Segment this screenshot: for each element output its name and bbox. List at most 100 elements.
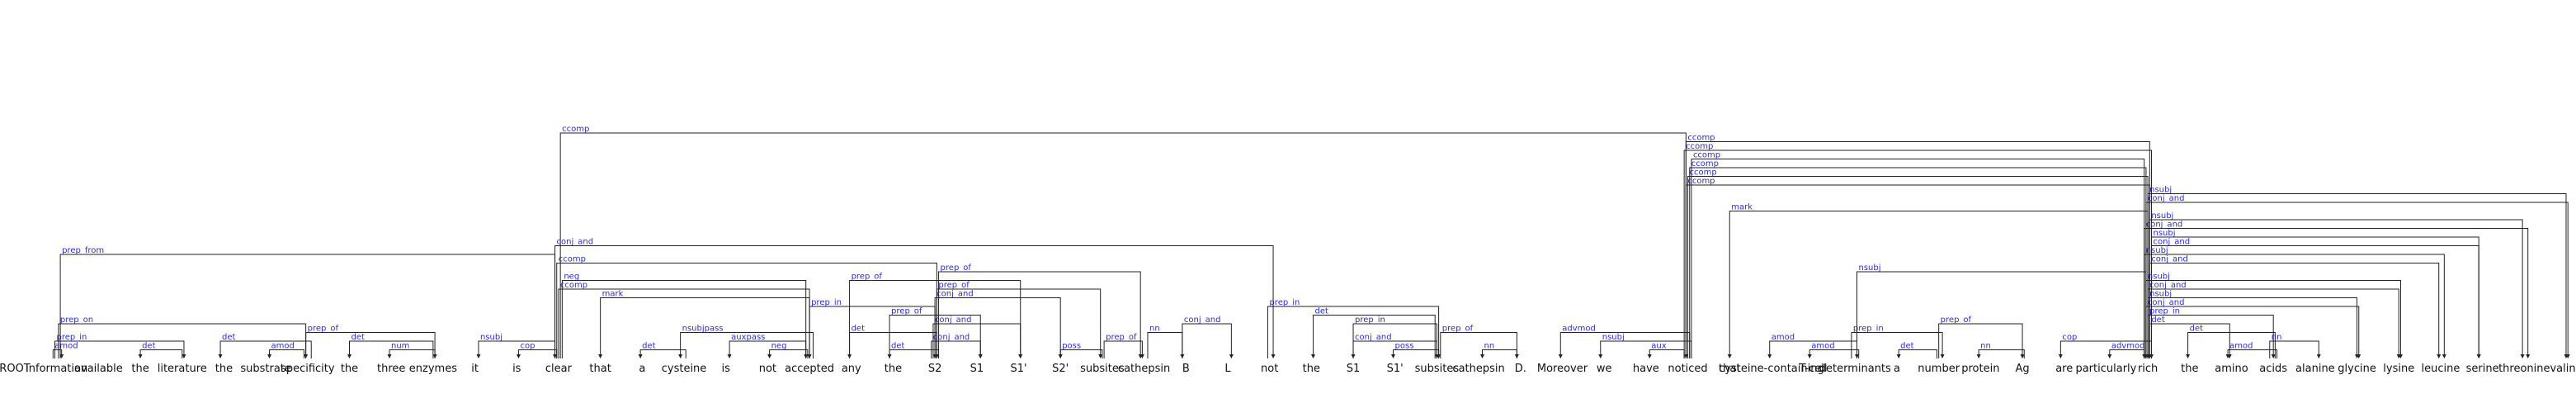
token-word: B [1182, 363, 1190, 375]
token-word: specificity [281, 363, 335, 375]
dependency-arc: amod [1807, 342, 1860, 358]
arrowhead-icon [2476, 354, 2481, 358]
token-word: the [885, 363, 902, 375]
arc-label: conj_and [2148, 298, 2185, 307]
dependency-arc: neg [767, 342, 809, 358]
arc-label: poss [1062, 342, 1081, 351]
dependency-arc: prep_on [58, 316, 309, 358]
arc-line [2147, 315, 2274, 358]
arrowhead-icon [218, 354, 223, 358]
arc-label: conj_and [2146, 221, 2183, 230]
arc-label: conj_and [1355, 333, 1392, 342]
dependency-arc: nsubj [2151, 229, 2481, 358]
arc-label: conj_and [933, 333, 970, 342]
token-word: cysteine [662, 363, 707, 375]
arc-label: prep_of [1106, 333, 1137, 342]
arc-label: nsubj [2148, 273, 2170, 282]
arrowhead-icon [1807, 354, 1812, 358]
arc-label: nn [1980, 342, 1991, 351]
token-word: S2 [928, 363, 942, 375]
arc-label: prep_of [308, 325, 339, 334]
token-word: glycine [2338, 363, 2376, 375]
arc-line [1649, 349, 1685, 358]
arc-label: prep_of [938, 281, 970, 290]
dependency-arc: conj_and [1182, 316, 1234, 358]
arc-label: prep_in [1269, 298, 1300, 307]
arc-line [1938, 323, 2023, 358]
arc-label: det [1900, 342, 1914, 351]
arc-label: conj_and [2148, 194, 2185, 203]
arc-line [52, 349, 63, 358]
arc-line [139, 349, 183, 358]
arrowhead-icon [2520, 354, 2525, 358]
arc-label: ccomp [1691, 159, 1719, 169]
dependency-arc: nsubj [476, 333, 556, 358]
arc-label: mark [602, 290, 624, 299]
arc-line [1182, 323, 1232, 358]
arc-label: det [142, 342, 156, 351]
arrowhead-icon [516, 354, 521, 358]
arrowhead-icon [347, 354, 352, 358]
arc-line [2149, 323, 2230, 358]
arrowhead-icon [1229, 354, 1234, 358]
arc-line [680, 332, 814, 358]
arrowhead-icon [2316, 354, 2321, 358]
token-word: cathepsin [1118, 363, 1170, 375]
token-word: D. [1515, 363, 1526, 375]
arc-line [2147, 297, 2358, 358]
arc-line [1147, 332, 1183, 358]
arrowhead-icon [1767, 354, 1772, 358]
arc-label: amod [271, 342, 295, 351]
arrowhead-icon [476, 354, 481, 358]
arc-line [1687, 176, 2149, 358]
dependency-arcs: amodprep_indetprep_ondetamodprep_ofdetnu… [52, 125, 2570, 358]
arc-label: nn [2272, 333, 2282, 342]
arc-label: nsubj [2149, 186, 2172, 195]
dependency-arc: det [638, 342, 686, 358]
arc-line [2149, 263, 2440, 358]
arc-label: conj_and [1184, 316, 1221, 325]
arc-line [849, 280, 1021, 358]
token-word: lysine [2383, 363, 2414, 375]
dependency-arc: cop [516, 342, 558, 358]
arc-label: prep_of [891, 307, 922, 316]
arc-line [2147, 193, 2567, 358]
token-word: that [589, 363, 611, 375]
arc-label: prep_of [852, 273, 883, 282]
dependency-arc: ccomp [1685, 134, 2152, 358]
arc-label: ccomp [560, 281, 587, 290]
token-word: subsites [1080, 363, 1125, 375]
arc-label: det [1315, 307, 1329, 316]
arc-label: ccomp [1687, 134, 1715, 143]
token-word: Ag [2015, 363, 2029, 375]
dependency-arc: nn [1479, 342, 1517, 358]
arc-line [1685, 141, 2150, 358]
arrowhead-icon [2437, 354, 2442, 358]
dependency-arc: ccomp [559, 125, 1688, 358]
arc-label: nsubjpass [682, 325, 724, 334]
arrowhead-icon [2398, 354, 2403, 358]
arc-label: num [391, 342, 409, 351]
arrowhead-icon [1976, 354, 1981, 358]
arrowhead-icon [1940, 354, 1945, 358]
token-word: number [1918, 363, 1960, 375]
arc-label: prep_on [60, 316, 93, 325]
dependency-arc: conj_and [2147, 281, 2401, 358]
token-word: alanine [2295, 363, 2335, 375]
token-word: protein [1961, 363, 1999, 375]
arrowhead-icon [1271, 354, 1276, 358]
token-word: any [842, 363, 861, 375]
token-word: clear [545, 363, 573, 375]
token-word: a [639, 363, 645, 375]
arc-line [2145, 280, 2401, 358]
dependency-arc: ccomp [1683, 142, 2154, 358]
dependency-arc: amod [52, 342, 78, 358]
token-word: is [512, 363, 521, 375]
arc-label: amod [1811, 342, 1834, 351]
arrowhead-icon [387, 354, 392, 358]
token-word: L [1224, 363, 1231, 375]
dependency-arc: prep_in [1352, 316, 1439, 358]
arrowhead-icon [2107, 354, 2112, 358]
arc-line [2149, 219, 2523, 358]
